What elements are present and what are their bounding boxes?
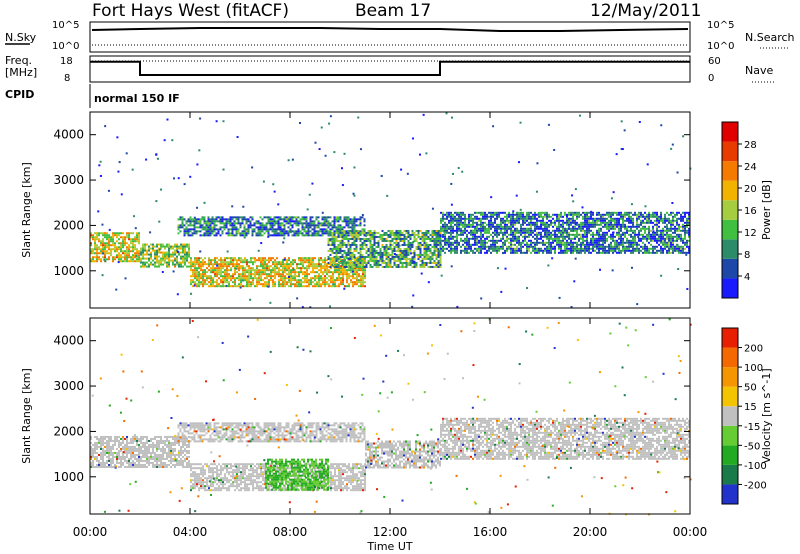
power-ytick-label: 4000: [53, 128, 84, 142]
velocity-panel-frame: [89, 317, 691, 515]
velocity-colorbar-segment: [722, 464, 738, 485]
velocity-colorbar-segment: [722, 406, 738, 426]
power-panel-frame: [89, 111, 691, 309]
velocity-colorbar-segment: [722, 484, 738, 504]
power-ytick-label: 1000: [53, 264, 84, 278]
power-scatter-points: [97, 112, 692, 309]
noise-search-label: N.Search: [745, 31, 795, 44]
time-tick-label: 00:00: [673, 525, 708, 539]
time-tick-label: 04:00: [173, 525, 208, 539]
power-echo-layer: [90, 112, 692, 309]
power-colorbar-segment: [722, 278, 738, 298]
cpid-text: normal 150 IF: [94, 92, 180, 105]
power-colorbar-segment: [722, 239, 738, 259]
time-tick-label: 00:00: [73, 525, 108, 539]
power-echo-region: [440, 211, 690, 254]
power-colorbar-tick-label: 4: [744, 272, 750, 283]
power-echo-region: [177, 216, 366, 237]
time-tick-label: 12:00: [373, 525, 408, 539]
velocity-colorbar-frame: [721, 327, 739, 505]
time-tick-label: 16:00: [473, 525, 508, 539]
power-echo-region: [327, 229, 442, 268]
time-axis-ticks: 00:00 04:00 08:00 12:00 16:00 20:00 00:00: [73, 112, 708, 539]
velocity-echo-region: [265, 458, 329, 491]
velocity-ytick-label: 3000: [53, 379, 84, 393]
velocity-colorbar-tick-label: 50: [744, 383, 757, 394]
freq-tick-top: 18: [60, 56, 73, 67]
nave-tick-top: 60: [708, 56, 721, 67]
power-echo-region: [90, 232, 140, 263]
velocity-colorbar-tick-label: 200: [744, 344, 763, 355]
noise-sky-trace: [91, 27, 689, 32]
velocity-colorbar-tick-label: 15: [744, 402, 757, 413]
power-colorbar-segment: [722, 258, 738, 279]
freq-label: Freq.: [5, 54, 32, 67]
velocity-colorbar-segment: [722, 347, 738, 368]
velocity-echo-region: [365, 440, 441, 469]
power-colorbar-tick-label: 28: [744, 140, 757, 151]
time-axis-label: Time UT: [366, 540, 412, 553]
power-colorbar: 4 8 12 16 20 24 28: [721, 121, 757, 299]
freq-tick-bottom: 8: [64, 73, 70, 84]
noise-sky-label: N.Sky: [5, 31, 37, 44]
velocity-colorbar-tick-label: -100: [744, 461, 767, 472]
freq-trace: [90, 60, 690, 76]
nave-tick-bottom: 0: [708, 73, 714, 84]
power-colorbar-tick-label: 24: [744, 162, 757, 173]
date-title: 12/May/2011: [590, 1, 702, 21]
velocity-colorbar-segment: [722, 425, 738, 446]
freq-panel-frame: [89, 55, 691, 83]
noise-right-tick-bottom: 10^0: [707, 41, 734, 52]
power-yticks: 1000 2000 3000 4000: [53, 128, 690, 278]
freq-unit-label: [MHz]: [5, 66, 37, 79]
velocity-colorbar-tick-label: -200: [744, 480, 767, 491]
power-colorbar-tick-label: 12: [744, 228, 757, 239]
velocity-scatter-points: [91, 318, 692, 516]
velocity-ylabel: Slant Range [km]: [20, 368, 33, 464]
beam-title: Beam 17: [355, 1, 431, 21]
velocity-colorbar: 200 100 50 15 -15 -50 -100 -200: [721, 327, 767, 505]
velocity-ytick-label: 4000: [53, 334, 84, 348]
power-colorbar-tick-label: 20: [744, 184, 757, 195]
velocity-colorbar-tick-label: -15: [744, 422, 760, 433]
velocity-echo-layer: [90, 318, 692, 516]
velocity-colorbar-label: Velocity [m s^-1]: [760, 368, 773, 463]
velocity-colorbar-segment: [722, 328, 738, 348]
noise-left-tick-bottom: 10^0: [52, 41, 79, 52]
time-tick-label: 08:00: [273, 525, 308, 539]
power-ytick-label: 2000: [53, 218, 84, 232]
power-colorbar-segment: [722, 122, 738, 142]
power-colorbar-segment: [722, 180, 738, 201]
velocity-colorbar-tick-label: 100: [744, 363, 763, 374]
power-colorbar-segment: [722, 200, 738, 220]
time-tick-label: 20:00: [573, 525, 608, 539]
power-colorbar-label: Power [dB]: [760, 180, 773, 240]
power-colorbar-segment: [722, 141, 738, 162]
noise-left-tick-top: 10^5: [52, 20, 79, 31]
velocity-echo-region: [440, 417, 690, 460]
velocity-colorbar-segment: [722, 445, 738, 465]
noise-right-tick-top: 10^5: [707, 20, 734, 31]
power-echo-region: [190, 257, 366, 288]
velocity-echo-region: [177, 422, 366, 443]
velocity-colorbar-segment: [722, 367, 738, 387]
power-colorbar-tick-label: 8: [744, 250, 750, 261]
power-ylabel: Slant Range [km]: [20, 162, 33, 258]
power-ytick-label: 3000: [53, 173, 84, 187]
power-colorbar-segment: [722, 219, 738, 240]
velocity-ytick-label: 1000: [53, 470, 84, 484]
velocity-ytick-label: 2000: [53, 424, 84, 438]
velocity-echo-region: [90, 435, 190, 468]
nave-label: Nave: [745, 64, 773, 77]
power-colorbar-tick-label: 16: [744, 206, 757, 217]
power-echo-region: [140, 243, 190, 268]
noise-panel-frame: [89, 21, 691, 53]
power-colorbar-segment: [722, 161, 738, 181]
velocity-colorbar-tick-label: -50: [744, 441, 760, 452]
station-title: Fort Hays West (fitACF): [92, 1, 289, 21]
velocity-colorbar-segment: [722, 386, 738, 407]
cpid-label: CPID: [5, 88, 34, 101]
velocity-yticks: 1000 2000 3000 4000: [53, 334, 690, 484]
